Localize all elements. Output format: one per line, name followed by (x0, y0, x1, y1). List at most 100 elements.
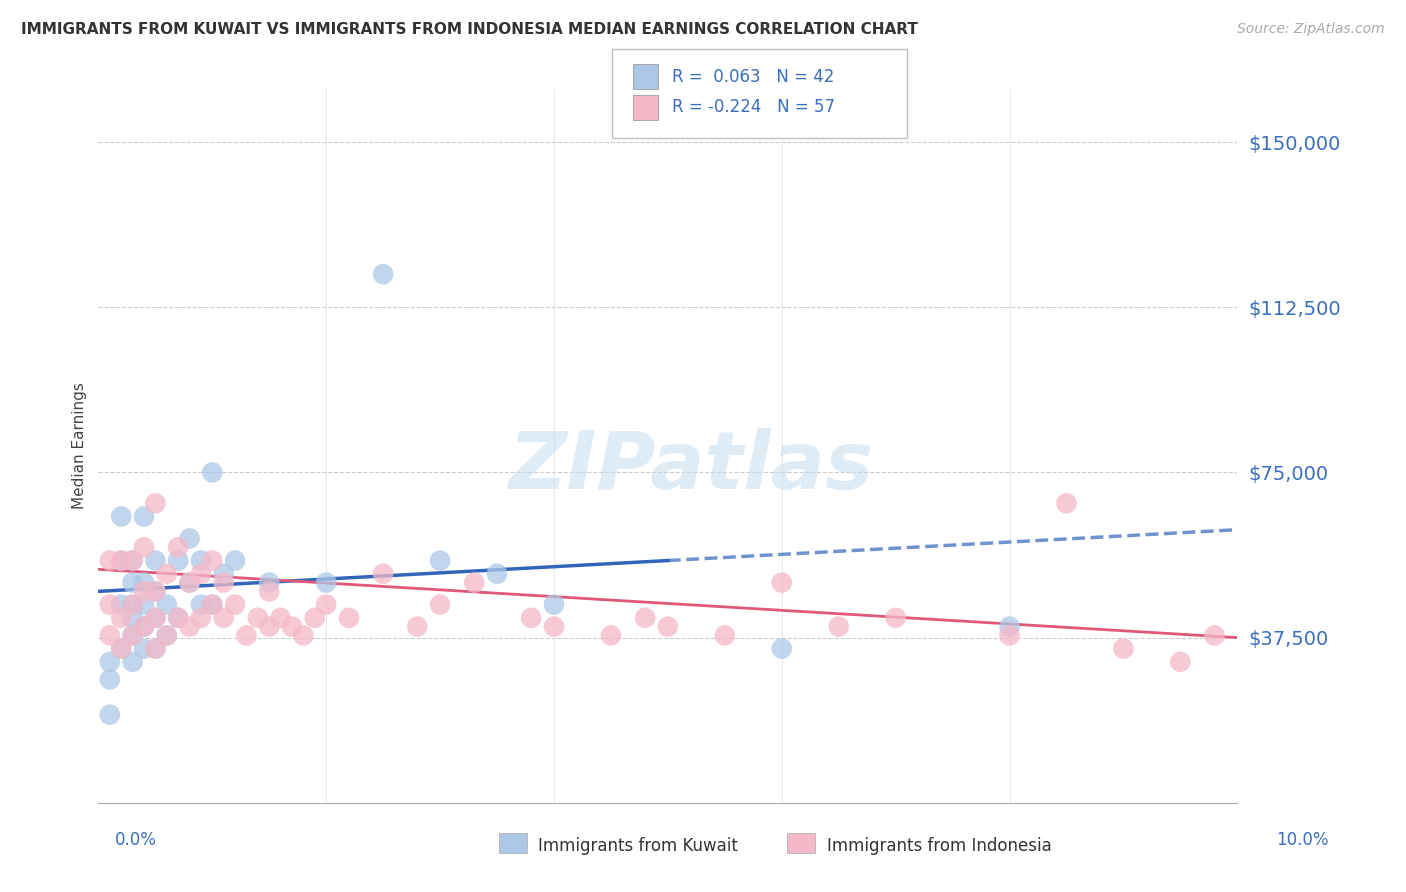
Point (600, 628, 623, 642)
Text: IMMIGRANTS FROM KUWAIT VS IMMIGRANTS FROM INDONESIA MEDIAN EARNINGS CORRELATION : IMMIGRANTS FROM KUWAIT VS IMMIGRANTS FRO… (21, 22, 918, 37)
Point (201, 466, 224, 480)
Point (212, 611, 235, 625)
Point (235, 628, 257, 642)
Point (212, 566, 235, 581)
Point (998, 619, 1021, 633)
Point (132, 575, 155, 590)
Point (121, 553, 143, 567)
Point (714, 628, 737, 642)
Point (201, 598, 224, 612)
Point (270, 611, 292, 625)
Point (281, 619, 304, 633)
Point (190, 553, 212, 567)
Point (337, 611, 360, 625)
Point (212, 575, 235, 590)
Point (167, 611, 190, 625)
Point (998, 628, 1021, 642)
Point (373, 566, 395, 581)
Point (110, 509, 132, 524)
Point (110, 553, 132, 567)
Point (634, 611, 657, 625)
Point (156, 628, 179, 642)
Point (145, 584, 167, 599)
Point (98, 707, 121, 722)
Point (179, 532, 201, 546)
Point (121, 628, 143, 642)
Point (657, 619, 679, 633)
Point (201, 553, 224, 567)
Point (259, 619, 281, 633)
Point (429, 598, 451, 612)
Point (1112, 641, 1135, 656)
Point (98, 655, 121, 669)
Point (315, 598, 337, 612)
Text: R =  0.063   N = 42: R = 0.063 N = 42 (672, 68, 834, 86)
Point (292, 628, 315, 642)
Point (145, 641, 167, 656)
Point (145, 641, 167, 656)
Point (463, 575, 485, 590)
Point (110, 641, 132, 656)
Point (110, 598, 132, 612)
Text: Source: ZipAtlas.com: Source: ZipAtlas.com (1237, 22, 1385, 37)
Point (770, 575, 793, 590)
Point (98, 598, 121, 612)
Point (543, 619, 565, 633)
Point (259, 575, 281, 590)
Point (304, 611, 326, 625)
Point (121, 553, 143, 567)
Point (224, 598, 246, 612)
Point (110, 641, 132, 656)
Point (201, 598, 224, 612)
Point (156, 628, 179, 642)
Point (543, 598, 565, 612)
Point (132, 641, 155, 656)
Point (520, 611, 543, 625)
Point (121, 598, 143, 612)
Point (132, 598, 155, 612)
Point (179, 575, 201, 590)
Point (132, 619, 155, 633)
Point (190, 598, 212, 612)
Point (259, 584, 281, 599)
Point (224, 553, 246, 567)
Point (145, 584, 167, 599)
Text: R = -0.224   N = 57: R = -0.224 N = 57 (672, 98, 835, 116)
Point (132, 509, 155, 524)
Point (167, 611, 190, 625)
Text: 0.0%: 0.0% (115, 831, 157, 849)
Point (132, 541, 155, 555)
Point (121, 655, 143, 669)
Point (121, 575, 143, 590)
Point (486, 566, 509, 581)
Point (145, 611, 167, 625)
Text: Immigrants from Kuwait: Immigrants from Kuwait (538, 837, 738, 855)
Point (167, 541, 190, 555)
Point (770, 641, 793, 656)
Point (132, 619, 155, 633)
Point (98, 673, 121, 687)
Point (98, 553, 121, 567)
Text: ZIPatlas: ZIPatlas (508, 428, 873, 507)
Y-axis label: Median Earnings: Median Earnings (72, 383, 87, 509)
Point (884, 611, 907, 625)
Text: Immigrants from Indonesia: Immigrants from Indonesia (827, 837, 1052, 855)
Point (132, 584, 155, 599)
Point (1170, 655, 1192, 669)
Point (179, 575, 201, 590)
Point (110, 553, 132, 567)
Point (145, 611, 167, 625)
Point (110, 611, 132, 625)
Point (190, 566, 212, 581)
Text: 10.0%: 10.0% (1277, 831, 1329, 849)
Point (121, 598, 143, 612)
Point (179, 619, 201, 633)
Point (145, 553, 167, 567)
Point (156, 566, 179, 581)
Point (145, 496, 167, 510)
Point (373, 267, 395, 281)
Point (406, 619, 429, 633)
Point (315, 575, 337, 590)
Point (98, 628, 121, 642)
Point (121, 611, 143, 625)
